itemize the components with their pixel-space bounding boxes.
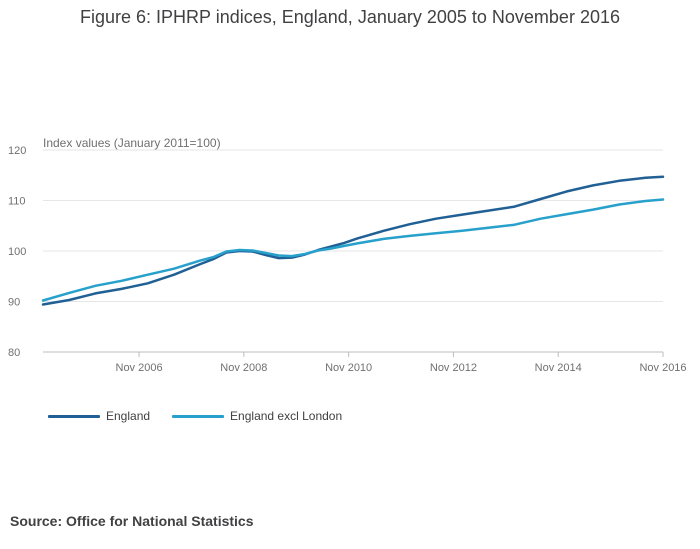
legend: England England excl London [48, 409, 364, 423]
series-lines [41, 175, 665, 306]
y-axis-label: Index values (January 2011=100) [43, 136, 221, 150]
source-note: Source: Office for National Statistics [10, 513, 254, 529]
y-tick-label: 110 [8, 196, 26, 208]
y-tick-label: 120 [8, 145, 26, 157]
y-tick-label: 100 [8, 246, 26, 258]
legend-item-england[interactable]: England [48, 409, 150, 423]
axes: 80 90 100 110 120 Nov 2006 Nov 2008 Nov 2010 Nov… [8, 145, 687, 374]
x-tick-label: Nov 2012 [430, 362, 477, 374]
x-tick-label: Nov 2010 [325, 362, 372, 374]
x-tick-label: Nov 2016 [639, 362, 686, 374]
legend-swatch-england [48, 414, 100, 418]
series-line-england[interactable] [41, 175, 665, 306]
chart-title: Figure 6: IPHRP indices, England, Januar… [80, 7, 620, 27]
y-tick-label: 90 [8, 297, 20, 309]
legend-item-england-excl-london[interactable]: England excl London [172, 409, 342, 423]
x-tick-label: Nov 2006 [116, 362, 163, 374]
gridlines [43, 149, 663, 302]
legend-swatch-england-excl-london [172, 414, 225, 418]
x-tick-label: Nov 2008 [220, 362, 267, 374]
x-tick-label: Nov 2014 [535, 362, 582, 374]
y-tick-label: 80 [8, 347, 20, 359]
legend-label-england-excl-london: England excl London [230, 409, 343, 423]
legend-label-england: England [106, 409, 151, 423]
series-line-england-excl-london[interactable] [41, 198, 665, 302]
